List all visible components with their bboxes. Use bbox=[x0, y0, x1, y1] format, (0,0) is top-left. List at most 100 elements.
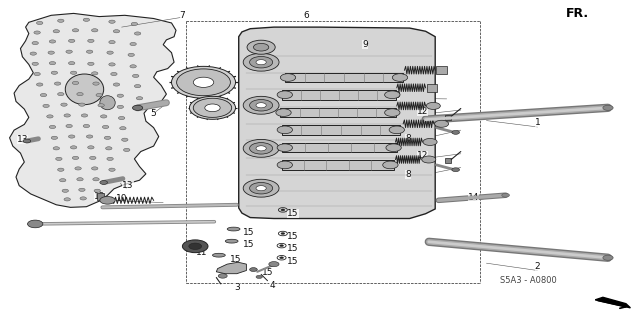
Bar bbox=[285, 73, 403, 82]
Circle shape bbox=[281, 209, 285, 211]
Circle shape bbox=[280, 257, 284, 259]
Circle shape bbox=[250, 56, 273, 68]
Text: 3: 3 bbox=[234, 283, 239, 292]
Circle shape bbox=[132, 74, 139, 78]
Bar bbox=[282, 160, 394, 170]
Circle shape bbox=[113, 30, 120, 33]
Circle shape bbox=[172, 66, 236, 98]
Circle shape bbox=[88, 146, 94, 149]
Text: 15: 15 bbox=[262, 268, 273, 277]
Circle shape bbox=[502, 193, 509, 197]
Circle shape bbox=[80, 197, 86, 200]
Circle shape bbox=[193, 98, 232, 117]
Circle shape bbox=[383, 161, 398, 169]
Circle shape bbox=[130, 65, 136, 68]
Circle shape bbox=[109, 63, 115, 66]
Circle shape bbox=[111, 72, 117, 76]
Ellipse shape bbox=[225, 239, 238, 243]
Circle shape bbox=[100, 181, 108, 184]
Circle shape bbox=[83, 124, 90, 128]
Circle shape bbox=[243, 53, 279, 71]
Text: 12: 12 bbox=[417, 151, 428, 160]
Circle shape bbox=[134, 85, 141, 88]
Circle shape bbox=[32, 41, 38, 45]
Circle shape bbox=[189, 243, 202, 249]
Ellipse shape bbox=[100, 96, 115, 110]
Circle shape bbox=[218, 274, 227, 278]
Circle shape bbox=[136, 97, 143, 100]
Circle shape bbox=[134, 32, 141, 35]
Circle shape bbox=[75, 167, 81, 170]
Text: 13: 13 bbox=[122, 181, 134, 190]
Text: 15: 15 bbox=[287, 257, 299, 266]
Text: 9: 9 bbox=[394, 91, 399, 100]
Circle shape bbox=[36, 83, 43, 86]
Circle shape bbox=[51, 136, 58, 139]
Circle shape bbox=[40, 93, 47, 97]
Bar bbox=[445, 158, 451, 163]
Circle shape bbox=[392, 74, 408, 81]
Text: 8: 8 bbox=[406, 134, 411, 143]
Circle shape bbox=[62, 189, 68, 192]
Circle shape bbox=[32, 62, 38, 65]
Circle shape bbox=[124, 148, 130, 152]
Bar bbox=[436, 66, 447, 74]
Circle shape bbox=[68, 62, 75, 65]
Circle shape bbox=[250, 100, 273, 111]
Circle shape bbox=[93, 178, 99, 181]
Text: 2: 2 bbox=[535, 262, 540, 271]
Circle shape bbox=[280, 245, 284, 247]
Text: 12: 12 bbox=[417, 107, 428, 115]
Text: FR.: FR. bbox=[566, 7, 589, 20]
Text: 11: 11 bbox=[196, 248, 207, 256]
Circle shape bbox=[256, 146, 266, 151]
Circle shape bbox=[54, 82, 61, 85]
Circle shape bbox=[68, 135, 75, 138]
Circle shape bbox=[48, 51, 54, 54]
Text: 1: 1 bbox=[535, 118, 540, 127]
Text: S5A3 - A0800: S5A3 - A0800 bbox=[500, 276, 556, 285]
Bar bbox=[97, 193, 104, 200]
Circle shape bbox=[28, 220, 43, 228]
Text: 4: 4 bbox=[269, 281, 275, 290]
Bar bbox=[282, 125, 400, 135]
Circle shape bbox=[34, 31, 40, 34]
Circle shape bbox=[68, 39, 75, 42]
Circle shape bbox=[92, 167, 98, 170]
Circle shape bbox=[277, 161, 292, 169]
Circle shape bbox=[118, 116, 125, 120]
Circle shape bbox=[280, 74, 296, 81]
Text: 8: 8 bbox=[406, 170, 411, 179]
Circle shape bbox=[70, 146, 77, 149]
Text: 15: 15 bbox=[287, 232, 299, 241]
Circle shape bbox=[277, 91, 292, 99]
Text: 15: 15 bbox=[230, 255, 241, 263]
Circle shape bbox=[72, 81, 79, 85]
Circle shape bbox=[426, 102, 440, 109]
Circle shape bbox=[107, 157, 113, 160]
Text: 9: 9 bbox=[362, 40, 367, 49]
Circle shape bbox=[88, 39, 94, 42]
Circle shape bbox=[53, 30, 60, 33]
Text: 15: 15 bbox=[243, 240, 254, 249]
Circle shape bbox=[79, 188, 85, 191]
Circle shape bbox=[281, 233, 285, 234]
Circle shape bbox=[58, 19, 64, 22]
Polygon shape bbox=[239, 27, 435, 219]
Circle shape bbox=[96, 93, 102, 97]
Circle shape bbox=[603, 105, 613, 110]
Circle shape bbox=[385, 109, 400, 116]
Ellipse shape bbox=[227, 227, 240, 231]
Circle shape bbox=[452, 130, 460, 134]
Ellipse shape bbox=[212, 253, 225, 257]
Circle shape bbox=[49, 40, 56, 43]
Circle shape bbox=[193, 77, 214, 87]
Circle shape bbox=[81, 114, 88, 117]
Polygon shape bbox=[595, 297, 630, 308]
Circle shape bbox=[66, 124, 72, 128]
Circle shape bbox=[253, 43, 269, 51]
Circle shape bbox=[61, 103, 67, 106]
Circle shape bbox=[104, 136, 111, 139]
Text: 10: 10 bbox=[116, 194, 127, 203]
Circle shape bbox=[122, 138, 128, 141]
